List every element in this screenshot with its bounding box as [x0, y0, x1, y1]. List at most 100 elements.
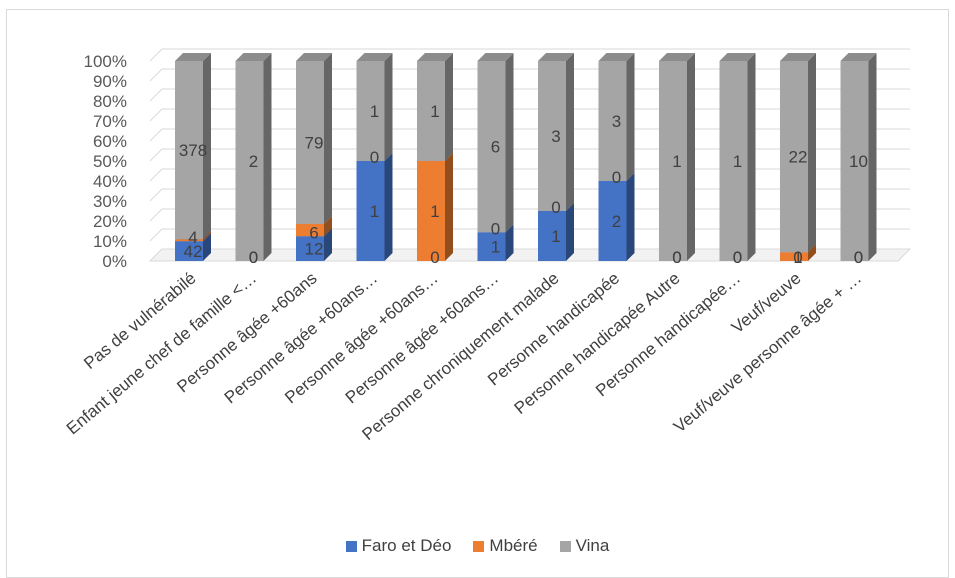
bar-front — [175, 61, 203, 240]
data-label: 1 — [551, 227, 560, 246]
legend-swatch — [345, 540, 357, 552]
bar-front — [659, 61, 687, 261]
bar-segment — [598, 53, 635, 181]
category-label: Pas de vulnérabilé — [80, 269, 199, 373]
data-label: 0 — [551, 198, 560, 217]
bar-segment — [235, 53, 272, 261]
y-tick-label: 100% — [84, 52, 127, 71]
bar-side — [868, 53, 877, 261]
y-tick-label: 30% — [93, 192, 127, 211]
bar-segment — [417, 53, 453, 161]
data-label: 0 — [491, 219, 500, 238]
gridline — [149, 68, 163, 82]
data-label: 3 — [551, 127, 560, 146]
data-label: 0 — [672, 248, 681, 267]
bar-top — [719, 53, 756, 61]
data-label: 4 — [188, 228, 197, 247]
bar-front — [598, 181, 627, 261]
bar-front — [538, 211, 566, 261]
bar-front — [719, 61, 748, 261]
bar-front — [356, 161, 385, 261]
legend-label: Mbéré — [489, 536, 538, 555]
gridline — [149, 228, 163, 242]
y-tick-label: 40% — [93, 172, 127, 191]
bar-top — [659, 53, 695, 61]
y-tick-label: 70% — [93, 112, 127, 131]
data-label: 1 — [370, 202, 379, 221]
bar-front — [175, 239, 203, 242]
bar-top — [840, 53, 877, 61]
data-label: 1 — [793, 248, 802, 267]
bar-side — [324, 228, 332, 261]
data-label: 12 — [305, 240, 324, 259]
bar-segment — [719, 53, 756, 261]
data-label: 1 — [491, 238, 500, 257]
bar-side — [808, 53, 816, 253]
bar-segment — [780, 53, 816, 253]
data-label: 79 — [305, 133, 324, 152]
bar-front — [417, 61, 445, 161]
gridline — [149, 128, 163, 142]
data-label: 0 — [249, 248, 258, 267]
bar-front — [780, 61, 808, 253]
data-labels: 4243780021267910101110610320300100101220… — [179, 102, 868, 267]
data-label: 0 — [672, 248, 681, 267]
data-label: 0 — [793, 248, 802, 267]
y-tick-label: 20% — [93, 212, 127, 231]
data-label: 0 — [733, 248, 742, 267]
data-label: 0 — [854, 248, 863, 267]
data-label: 10 — [849, 152, 868, 171]
bar-front — [780, 252, 808, 261]
bar-side — [324, 53, 332, 224]
data-label: 6 — [491, 138, 500, 157]
bar-top — [175, 53, 211, 61]
data-label: 1 — [430, 102, 439, 121]
bar-side — [384, 53, 393, 161]
y-tick-label: 0% — [102, 252, 127, 271]
bar-top — [356, 53, 393, 61]
bars — [175, 53, 877, 261]
bar-side — [808, 244, 816, 261]
bar-segment — [356, 53, 393, 161]
bar-side — [626, 53, 635, 181]
bar-front — [538, 61, 566, 211]
legend: Faro et Déo Mbéré Vina — [0, 536, 955, 556]
bar-side — [566, 203, 574, 261]
bar-side — [747, 53, 756, 261]
y-tick-label: 10% — [93, 232, 127, 251]
data-label: 2 — [249, 152, 258, 171]
data-label: 0 — [854, 248, 863, 267]
bar-front — [356, 61, 385, 161]
data-label: 0 — [612, 168, 621, 187]
data-label: 6 — [309, 223, 318, 242]
bar-top — [538, 53, 574, 61]
gridline — [149, 48, 163, 62]
bar-top — [477, 53, 514, 61]
bar-segment — [175, 53, 211, 240]
bar-front — [296, 61, 324, 224]
data-label: 1 — [430, 202, 439, 221]
bar-side — [384, 153, 393, 261]
bar-front — [296, 223, 324, 237]
bar-front — [175, 241, 203, 261]
bar-front — [235, 61, 264, 261]
legend-item: Faro et Déo — [345, 536, 451, 556]
bar-side — [626, 173, 635, 261]
bar-side — [687, 53, 695, 261]
gridline — [149, 168, 163, 182]
bar-side — [324, 215, 332, 237]
legend-swatch — [559, 540, 571, 552]
data-label: 2 — [612, 212, 621, 231]
y-tick-label: 60% — [93, 132, 127, 151]
bar-side — [505, 224, 514, 261]
bar-front — [477, 232, 506, 261]
legend-item: Mbéré — [473, 536, 538, 556]
bar-segment — [477, 53, 514, 233]
gridline — [149, 148, 163, 162]
gridline — [149, 208, 163, 222]
bar-front — [296, 236, 324, 261]
bar-front — [417, 161, 445, 261]
legend-item: Vina — [559, 536, 609, 556]
